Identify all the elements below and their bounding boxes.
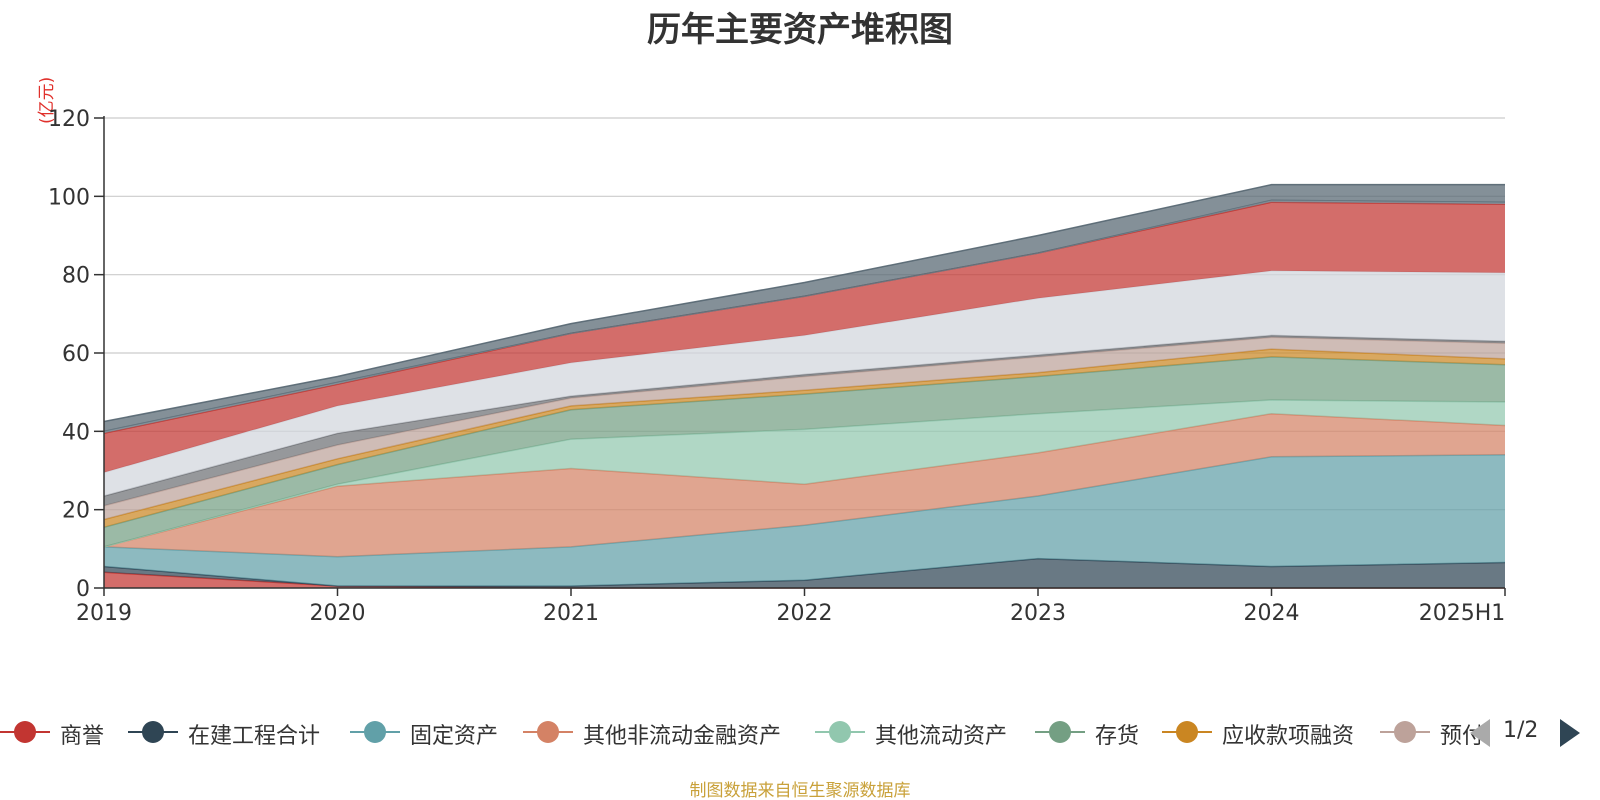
legend-dot-icon <box>829 721 851 743</box>
legend: 商誉在建工程合计固定资产其他非流动金融资产其他流动资产存货应收款项融资预付款项 … <box>0 712 1600 752</box>
axis-layer: 0 20 40 60 80 100 120 2019 2020 2021 2022 2023 2024 2… <box>48 107 1506 626</box>
y-tick-label: 60 <box>62 342 90 367</box>
area-series-3[interactable] <box>104 413 1505 557</box>
legend-prev-page-icon[interactable] <box>1470 719 1490 747</box>
area-series-10[interactable] <box>104 202 1505 473</box>
area-series-0[interactable] <box>104 572 1505 588</box>
y-tick-label: 20 <box>62 499 90 524</box>
legend-label: 在建工程合计 <box>188 724 321 749</box>
legend-dot-icon <box>1394 721 1416 743</box>
legend-next-page-icon[interactable] <box>1560 719 1580 747</box>
area-layer <box>103 183 1506 589</box>
chart-plot: 0 20 40 60 80 100 120 2019 2020 2021 2022 2023 2024 2… <box>48 107 1506 626</box>
x-tick-label: 2024 <box>1244 601 1300 626</box>
area-series-9[interactable] <box>104 270 1505 496</box>
x-tick-label: 2019 <box>76 601 132 626</box>
x-tick-label: 2021 <box>543 601 599 626</box>
y-tick-label: 120 <box>48 107 90 132</box>
legend-dot-icon <box>14 721 36 743</box>
area-series-line-12 <box>103 183 1505 423</box>
legend-label: 固定资产 <box>410 724 499 749</box>
legend-dot-icon <box>142 721 164 743</box>
x-tick-label: 2020 <box>310 601 366 626</box>
y-tick-label: 100 <box>48 185 90 210</box>
chart-title: 历年主要资产堆积图 <box>647 10 953 50</box>
x-tick-label: 2025H1 <box>1419 601 1506 626</box>
legend-label: 商誉 <box>60 724 105 749</box>
x-tick-label: 2023 <box>1010 601 1066 626</box>
legend-dot-icon <box>364 721 386 743</box>
legend-label: 其他非流动金融资产 <box>583 724 782 749</box>
area-series-1[interactable] <box>104 558 1505 588</box>
x-tick-label: 2022 <box>777 601 833 626</box>
legend-dot-icon <box>1176 721 1198 743</box>
data-source-note: 制图数据来自恒生聚源数据库 <box>689 781 911 800</box>
y-tick-label: 0 <box>76 577 90 602</box>
legend-label: 存货 <box>1095 724 1140 749</box>
y-tick-label: 80 <box>62 264 90 289</box>
legend-label: 其他流动资产 <box>875 724 1008 749</box>
area-series-4[interactable] <box>104 400 1505 547</box>
area-series-2[interactable] <box>104 454 1505 586</box>
legend-dot-icon <box>537 721 559 743</box>
area-series-5[interactable] <box>104 356 1505 547</box>
legend-items: 商誉在建工程合计固定资产其他非流动金融资产其他流动资产存货应收款项融资预付款项 <box>0 712 1480 752</box>
legend-page-indicator: 1/2 <box>1503 718 1539 743</box>
y-tick-label: 40 <box>62 420 90 445</box>
legend-label: 应收款项融资 <box>1222 724 1355 749</box>
legend-dot-icon <box>1049 721 1071 743</box>
